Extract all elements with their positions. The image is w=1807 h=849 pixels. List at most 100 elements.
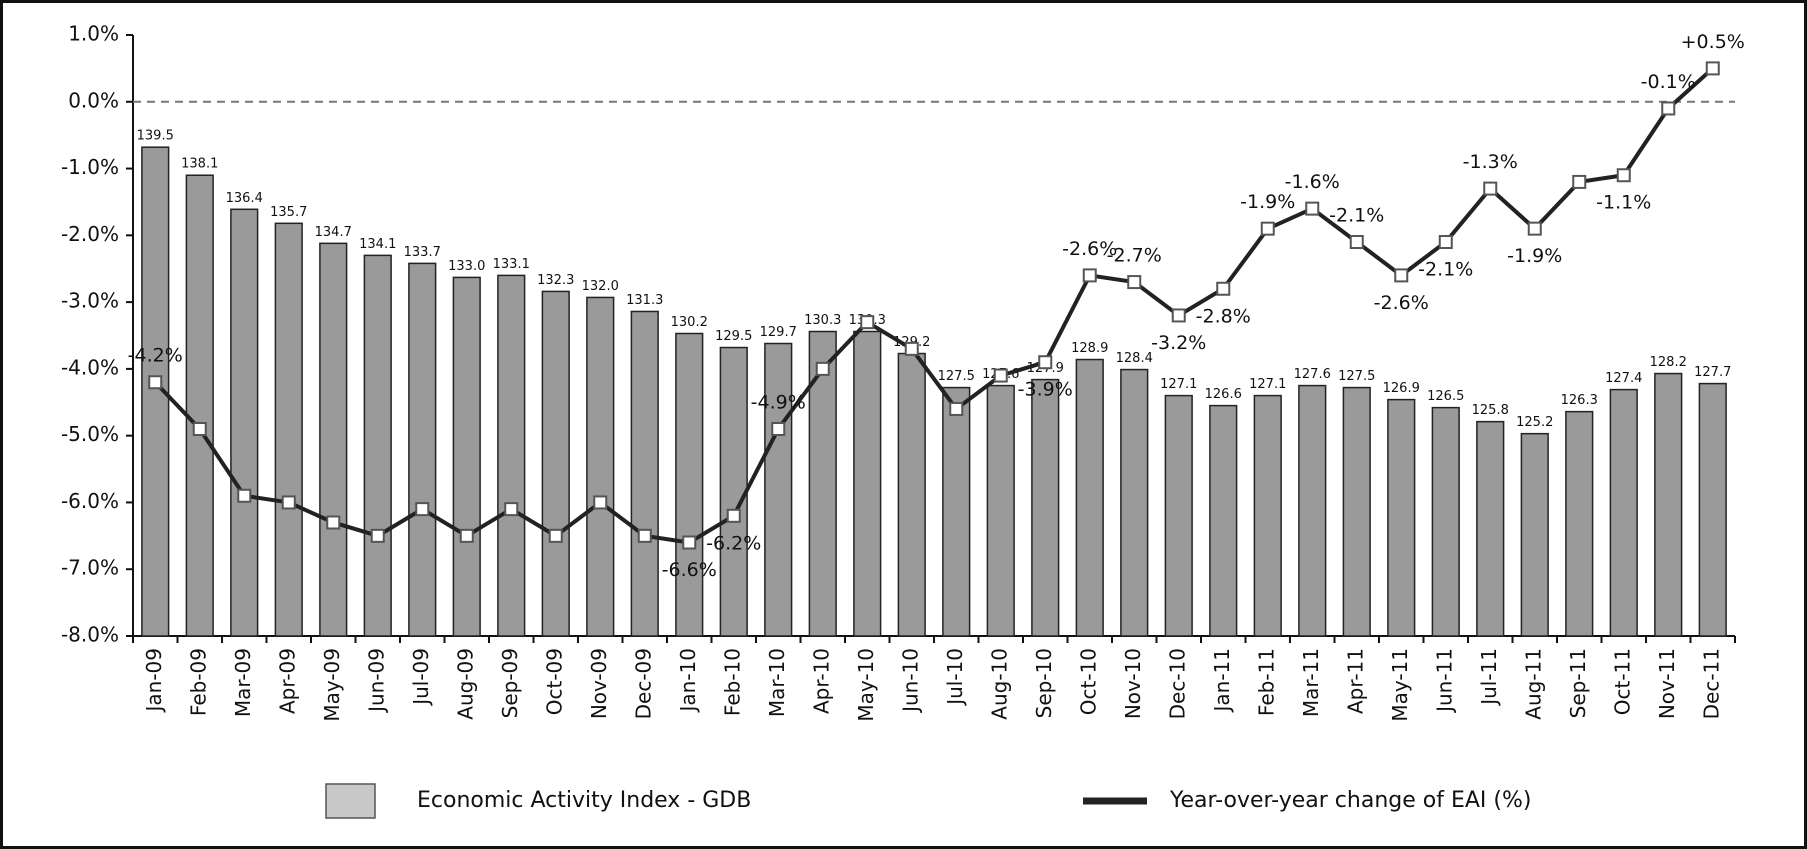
bar-label: 132.0 xyxy=(582,279,619,294)
bar-label: 127.1 xyxy=(1249,377,1286,392)
bar xyxy=(1476,420,1505,637)
bar-label: 126.6 xyxy=(1205,387,1242,402)
x-tick-label: Jul-09 xyxy=(409,648,433,707)
bar-label: 127.6 xyxy=(1294,367,1331,382)
line-marker xyxy=(459,528,474,543)
line-label: -1.9% xyxy=(1507,245,1562,267)
bar-label: 126.9 xyxy=(1383,381,1420,396)
bar-label: 128.4 xyxy=(1116,351,1153,366)
bar-label: 129.7 xyxy=(760,325,797,340)
bar-label: 130.2 xyxy=(671,315,708,330)
line-marker xyxy=(637,528,652,543)
bar xyxy=(1565,410,1594,637)
line-label: -2.1% xyxy=(1418,259,1473,281)
line-marker xyxy=(1616,168,1631,183)
line-marker xyxy=(1527,221,1542,236)
bar-label: 138.1 xyxy=(181,157,218,172)
x-tick-label: Jul-10 xyxy=(943,648,967,707)
bar-label: 128.9 xyxy=(1071,341,1108,356)
x-tick-label: Aug-10 xyxy=(987,648,1011,720)
line-marker xyxy=(1572,174,1587,189)
bar-label: 133.7 xyxy=(404,245,441,260)
bar xyxy=(1120,368,1149,637)
line-label: -2.6% xyxy=(1374,292,1429,314)
bar-label: 127.7 xyxy=(1694,365,1731,380)
x-tick-label: Sep-11 xyxy=(1566,648,1590,718)
line-label: -6.2% xyxy=(706,532,761,554)
line-label: -2.1% xyxy=(1329,205,1384,227)
y-tick-label: -8.0% xyxy=(61,623,119,647)
line-label: +0.5% xyxy=(1681,31,1745,53)
line-label: -1.9% xyxy=(1240,191,1295,213)
bar xyxy=(1253,394,1282,637)
x-tick-label: Jul-11 xyxy=(1477,648,1501,707)
line-marker xyxy=(148,375,163,390)
x-tick-label: Feb-10 xyxy=(720,648,744,716)
x-tick-label: May-11 xyxy=(1388,648,1412,722)
line-label: -1.1% xyxy=(1596,192,1651,214)
x-tick-label: Nov-10 xyxy=(1121,648,1145,719)
bar-label: 127.4 xyxy=(1605,371,1642,386)
x-tick-label: Feb-09 xyxy=(186,648,210,716)
y-tick-label: -2.0% xyxy=(61,222,119,246)
bar-label: 126.3 xyxy=(1561,393,1598,408)
bar xyxy=(942,386,971,637)
bar xyxy=(1654,372,1683,637)
line-marker xyxy=(1705,61,1720,76)
bar xyxy=(1387,398,1416,637)
bar xyxy=(853,330,882,637)
line-marker xyxy=(415,502,430,517)
line-marker xyxy=(237,488,252,503)
bar-label: 127.1 xyxy=(1160,377,1197,392)
bar-label: 133.1 xyxy=(493,257,530,272)
bar-label: 125.8 xyxy=(1472,403,1509,418)
x-tick-label: Aug-09 xyxy=(453,648,477,720)
line-marker xyxy=(904,341,919,356)
line-marker xyxy=(593,495,608,510)
x-tick-label: Jan-09 xyxy=(142,648,166,714)
line-marker xyxy=(1216,281,1231,296)
bar xyxy=(1520,432,1549,637)
x-tick-label: Dec-10 xyxy=(1165,648,1189,719)
bar-label: 139.5 xyxy=(137,129,174,144)
line-marker xyxy=(815,361,830,376)
x-tick-label: Jun-09 xyxy=(364,648,388,714)
bar xyxy=(452,276,481,637)
line-marker xyxy=(1661,101,1676,116)
bar xyxy=(1075,358,1104,637)
bar xyxy=(230,208,259,637)
y-tick-label: -1.0% xyxy=(61,155,119,179)
bar-label: 125.2 xyxy=(1516,415,1553,430)
y-tick-label: 1.0% xyxy=(68,22,119,46)
line-marker xyxy=(1171,308,1186,323)
x-tick-label: Jan-10 xyxy=(676,648,700,714)
x-tick-label: Jun-11 xyxy=(1432,648,1456,714)
line-marker xyxy=(1438,235,1453,250)
bar-label: 135.7 xyxy=(270,205,307,220)
line-marker xyxy=(949,401,964,416)
y-tick-label: -3.0% xyxy=(61,289,119,313)
x-tick-label: Apr-11 xyxy=(1343,648,1367,714)
line-marker xyxy=(993,368,1008,383)
line-label: -1.3% xyxy=(1463,151,1518,173)
line-marker xyxy=(726,508,741,523)
bar xyxy=(630,310,659,637)
y-tick-label: -6.0% xyxy=(61,489,119,513)
bar xyxy=(1698,382,1727,637)
line-label: -4.9% xyxy=(751,391,806,413)
bar xyxy=(363,254,392,637)
x-tick-label: Sep-09 xyxy=(498,648,522,718)
x-tick-label: Jun-10 xyxy=(898,648,922,714)
bar-label: 130.3 xyxy=(804,313,841,328)
bar xyxy=(319,242,348,637)
x-tick-label: Mar-11 xyxy=(1299,648,1323,717)
line-marker xyxy=(1394,268,1409,283)
line-marker xyxy=(548,528,563,543)
x-tick-label: May-10 xyxy=(854,648,878,722)
bar-label: 136.4 xyxy=(226,191,263,206)
x-tick-label: Oct-10 xyxy=(1076,648,1100,715)
line-label: -3.9% xyxy=(1018,379,1073,401)
x-tick-label: Apr-10 xyxy=(809,648,833,714)
bar-label: 133.0 xyxy=(448,259,485,274)
